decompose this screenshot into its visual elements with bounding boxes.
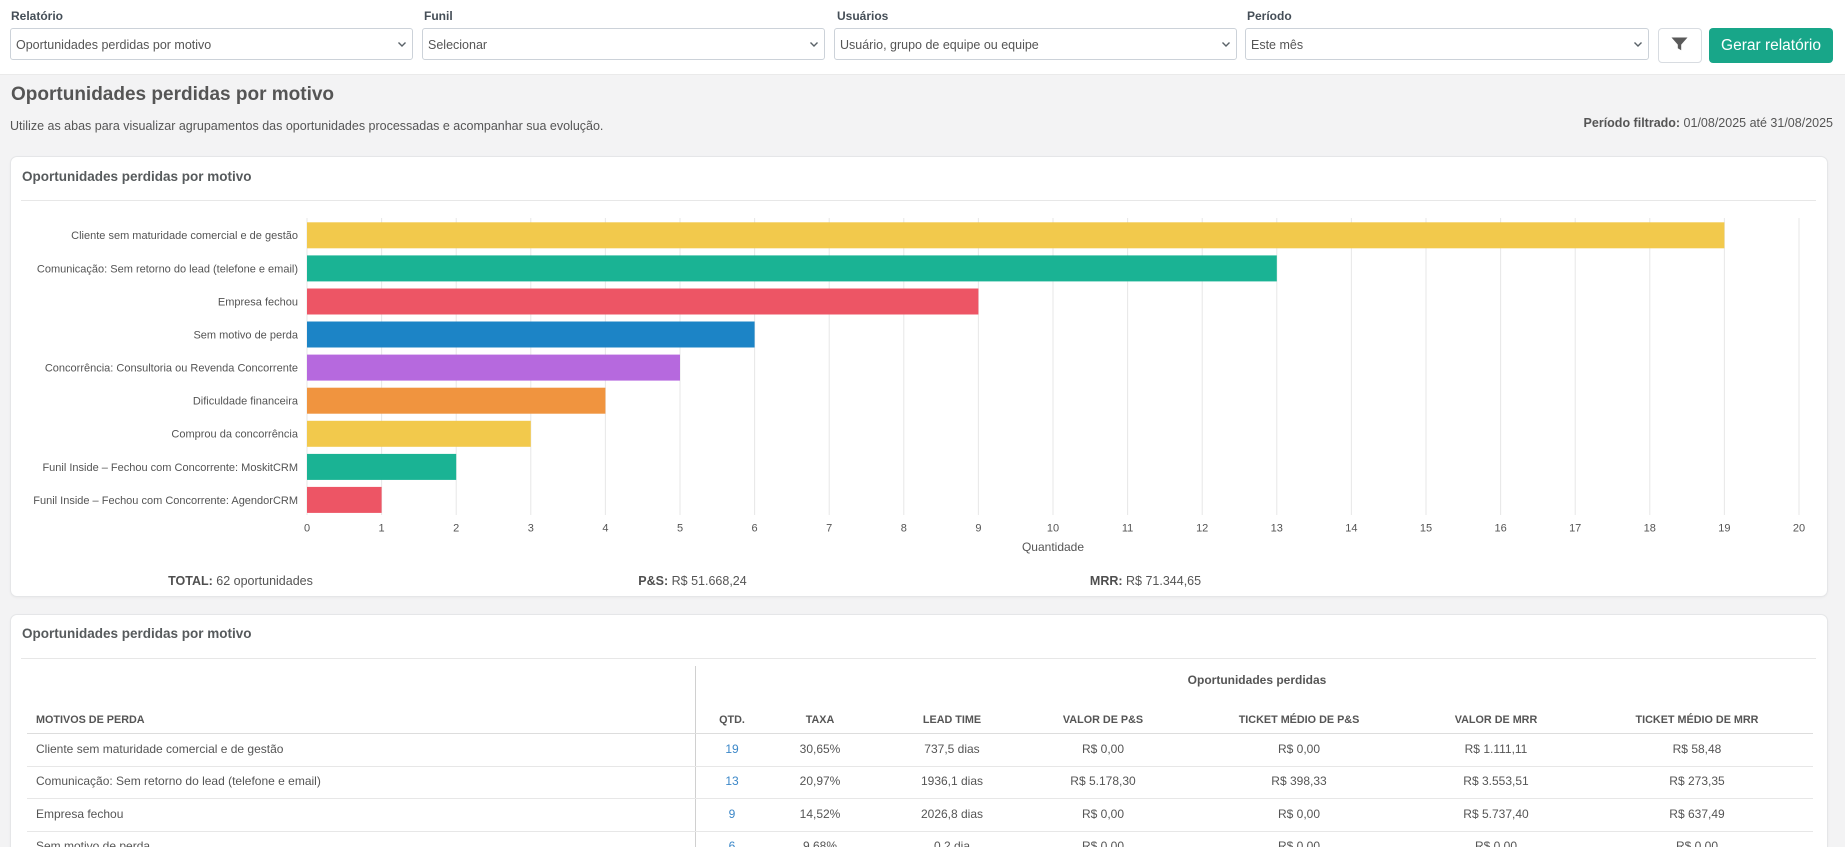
svg-text:Comunicação: Sem retorno do le: Comunicação: Sem retorno do lead (telefo… — [37, 263, 298, 275]
svg-text:15: 15 — [1420, 523, 1432, 535]
svg-text:3: 3 — [528, 523, 534, 535]
svg-text:7: 7 — [826, 523, 832, 535]
svg-text:Empresa fechou: Empresa fechou — [218, 296, 298, 308]
svg-text:8: 8 — [901, 523, 907, 535]
svg-text:10: 10 — [1047, 523, 1059, 535]
svg-text:13: 13 — [1271, 523, 1283, 535]
svg-text:19: 19 — [1718, 523, 1730, 535]
svg-text:5: 5 — [677, 523, 683, 535]
svg-text:20: 20 — [1793, 523, 1805, 535]
svg-text:18: 18 — [1644, 523, 1656, 535]
svg-text:14: 14 — [1345, 523, 1357, 535]
svg-text:17: 17 — [1569, 523, 1581, 535]
svg-text:6: 6 — [752, 523, 758, 535]
svg-text:12: 12 — [1196, 523, 1208, 535]
svg-text:Comprou da concorrência: Comprou da concorrência — [171, 429, 298, 441]
svg-text:Quantidade: Quantidade — [1022, 540, 1084, 554]
svg-text:9: 9 — [975, 523, 981, 535]
svg-text:Dificuldade financeira: Dificuldade financeira — [193, 396, 299, 408]
svg-text:4: 4 — [602, 523, 608, 535]
svg-text:2: 2 — [453, 523, 459, 535]
svg-text:1: 1 — [379, 523, 385, 535]
svg-text:Funil Inside – Fechou com Conc: Funil Inside – Fechou com Concorrente: A… — [33, 495, 298, 507]
svg-text:Concorrência: Consultoria ou R: Concorrência: Consultoria ou Revenda Con… — [45, 363, 298, 375]
svg-text:Funil Inside – Fechou com Conc: Funil Inside – Fechou com Concorrente: M… — [42, 462, 298, 474]
svg-text:0: 0 — [304, 523, 310, 535]
svg-text:11: 11 — [1122, 523, 1133, 535]
svg-text:Sem motivo de perda: Sem motivo de perda — [193, 329, 298, 341]
svg-text:Cliente sem maturidade comerci: Cliente sem maturidade comercial e de ge… — [71, 230, 298, 242]
svg-text:16: 16 — [1494, 523, 1506, 535]
